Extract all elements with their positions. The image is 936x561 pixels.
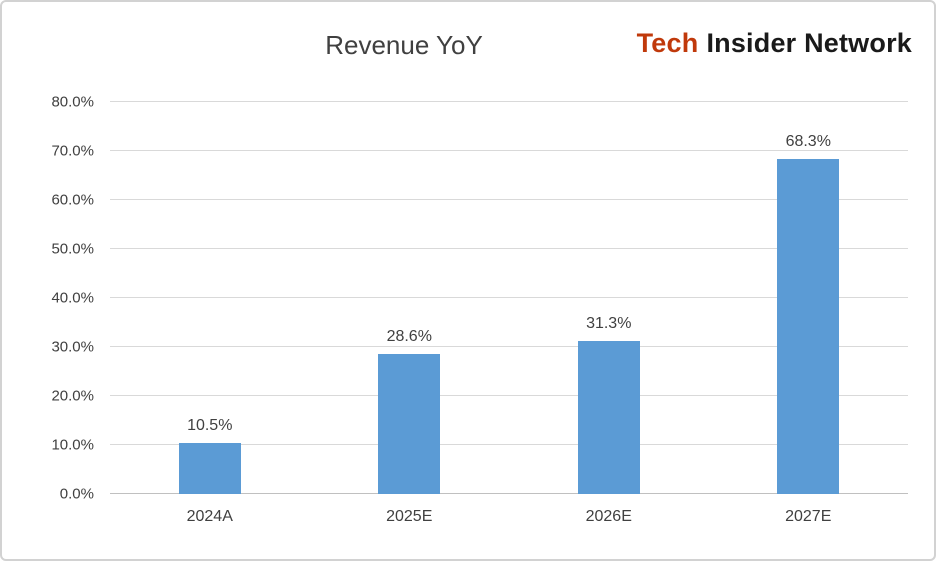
x-tick-label: 2025E xyxy=(386,508,433,525)
plot-area: 10.5% 28.6% 31.3% 68.3% xyxy=(110,101,908,494)
x-tick-label: 2024A xyxy=(186,508,233,525)
brand-word-insider-network: Insider Network xyxy=(706,28,912,58)
bar-group: 10.5% xyxy=(110,102,310,494)
gridline xyxy=(110,101,908,102)
gridline xyxy=(110,150,908,151)
gridline xyxy=(110,248,908,249)
x-axis: 2024A 2025E 2026E 2027E xyxy=(110,508,908,532)
gridline xyxy=(110,297,908,298)
y-tick-label: 10.0% xyxy=(51,436,94,454)
x-axis-line xyxy=(110,493,908,494)
y-tick-label: 20.0% xyxy=(51,387,94,405)
gridline xyxy=(110,199,908,200)
y-axis: 0.0% 10.0% 20.0% 30.0% 40.0% 50.0% 60.0% 70.0% 8… xyxy=(18,94,102,503)
bar-2024A xyxy=(178,442,241,494)
x-tick-label: 2027E xyxy=(785,508,832,525)
gridline xyxy=(110,444,908,445)
y-tick-label: 30.0% xyxy=(51,338,94,356)
y-tick-label: 80.0% xyxy=(51,93,94,111)
y-tick-label: 0.0% xyxy=(59,485,94,503)
bar-value-label: 10.5% xyxy=(187,416,233,434)
y-tick-label: 50.0% xyxy=(51,240,94,258)
y-tick-label: 70.0% xyxy=(51,142,94,160)
bar-2026E xyxy=(577,340,640,494)
y-tick-label: 40.0% xyxy=(51,289,94,307)
bar-series: 10.5% 28.6% 31.3% 68.3% xyxy=(110,102,908,494)
x-tick-label: 2026E xyxy=(585,508,632,525)
bar-group: 28.6% xyxy=(310,102,510,494)
bar-value-label: 68.3% xyxy=(785,133,831,151)
brand-logo: Tech Insider Network xyxy=(637,28,912,59)
chart-title: Revenue YoY xyxy=(325,30,483,60)
y-tick-label: 60.0% xyxy=(51,191,94,209)
gridline xyxy=(110,395,908,396)
bar-2027E xyxy=(777,159,840,494)
brand-word-tech: Tech xyxy=(636,28,699,58)
bar-2025E xyxy=(378,353,441,494)
gridline xyxy=(110,346,908,347)
bar-group: 68.3% xyxy=(709,102,909,494)
bar-group: 31.3% xyxy=(509,102,709,494)
bar-value-label: 28.6% xyxy=(386,327,432,345)
bar-value-label: 31.3% xyxy=(586,314,632,332)
